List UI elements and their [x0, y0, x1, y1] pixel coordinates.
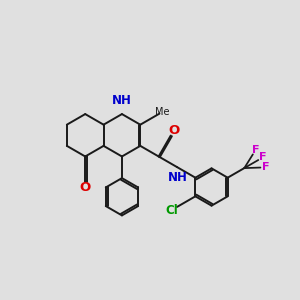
Text: NH: NH: [168, 171, 188, 184]
Text: Cl: Cl: [165, 204, 178, 217]
Text: O: O: [80, 182, 91, 194]
Text: Me: Me: [155, 107, 169, 117]
Text: O: O: [168, 124, 179, 137]
Text: F: F: [262, 162, 269, 172]
Text: F: F: [259, 152, 267, 162]
Text: NH: NH: [112, 94, 132, 107]
Text: F: F: [252, 145, 260, 155]
